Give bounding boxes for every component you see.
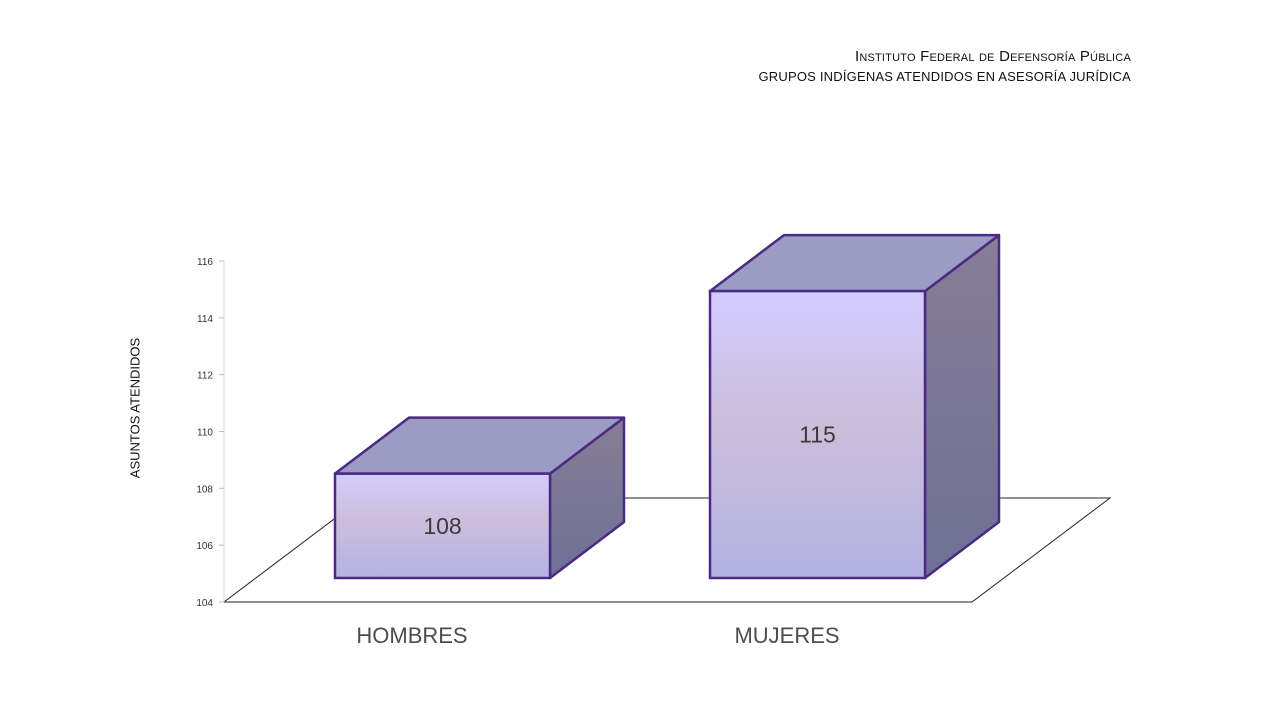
y-tick-label: 106 [196, 541, 213, 552]
y-axis-ticks: 104 106 108 110 112 114 116 [196, 257, 224, 609]
chart-floor [222, 497, 1112, 603]
y-tick-label: 104 [196, 598, 213, 609]
y-tick-label: 110 [197, 428, 213, 439]
bar-front-face [708, 289, 927, 580]
bar-hombres: 108 [333, 416, 626, 580]
chart-subtitle: GRUPOS INDÍGENAS ATENDIDOS EN ASESORÍA J… [758, 69, 1131, 84]
y-tick-label: 116 [197, 257, 213, 268]
data-label: 115 [799, 422, 836, 448]
y-tick-label: 112 [197, 371, 213, 382]
x-tick-label: HOMBRES [356, 623, 467, 648]
y-tick-label: 114 [197, 314, 213, 325]
bar-side-face [923, 233, 1001, 580]
bar-mujeres: 115 [708, 233, 1001, 580]
data-label: 108 [423, 513, 461, 539]
x-axis-labels: HOMBRES MUJERES [356, 623, 839, 648]
x-tick-label: MUJERES [734, 623, 839, 648]
institution-title: Instituto Federal de Defensoría Pública [854, 48, 1131, 65]
y-tick-label: 108 [196, 484, 213, 495]
bars-group: 108 115 [333, 233, 1001, 580]
chart-header: Instituto Federal de Defensoría Pública … [758, 46, 1131, 87]
bar-front-face [333, 472, 552, 580]
